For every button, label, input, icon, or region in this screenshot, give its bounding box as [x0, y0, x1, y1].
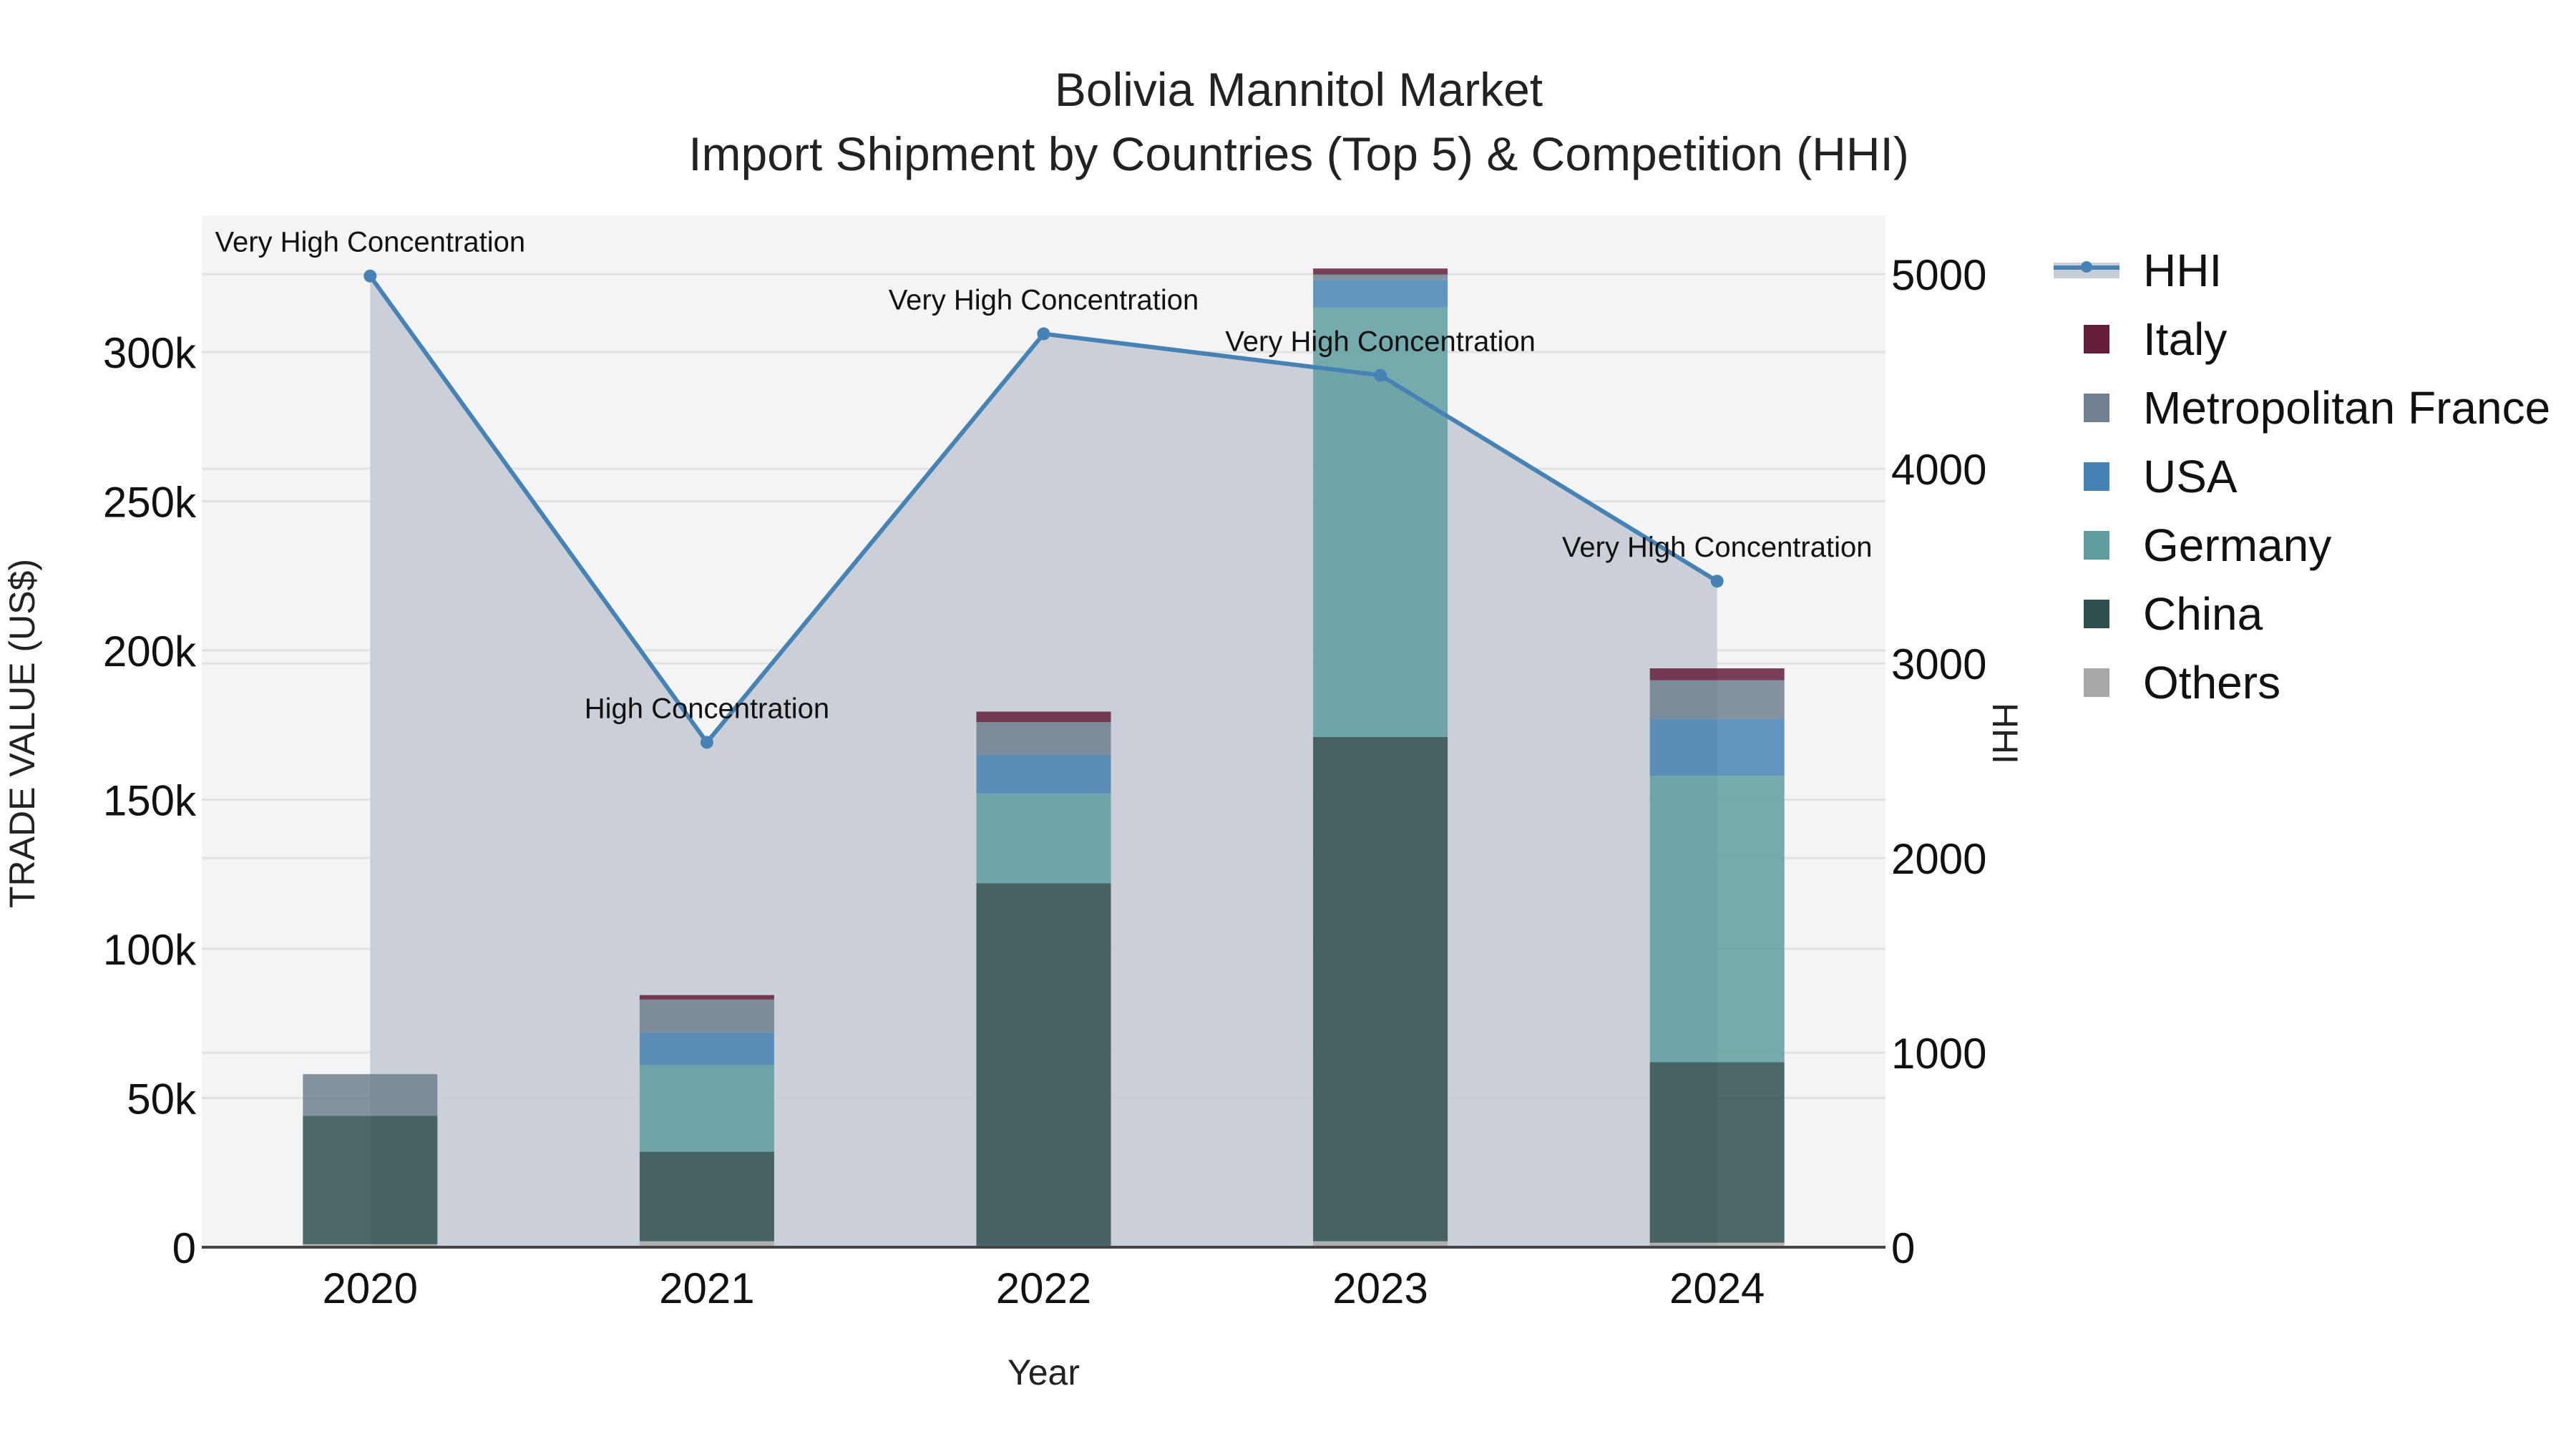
chart-title: Bolivia Mannitol Market Import Shipment …: [0, 57, 2576, 186]
bar-segment: [1649, 1242, 1785, 1247]
legend-swatch-icon: [2084, 462, 2109, 491]
x-tick-label: 2020: [323, 1264, 418, 1312]
bar-segment: [303, 1116, 438, 1244]
bar-segment: [976, 794, 1111, 884]
legend-label: Others: [2143, 657, 2281, 708]
hhi-marker: [1374, 369, 1387, 382]
legend-swatch-icon: [2084, 600, 2109, 628]
legend-item-others[interactable]: Others: [2054, 648, 2550, 717]
x-tick-label: 2022: [996, 1264, 1091, 1312]
legend-item-italy[interactable]: Italy: [2054, 305, 2550, 374]
hhi-annotation: Very High Concentration: [889, 285, 1199, 316]
hhi-marker: [1710, 575, 1724, 588]
bar-segment: [1649, 718, 1785, 776]
y2-tick-label: 4000: [1891, 446, 1986, 494]
bar-segment: [1313, 274, 1448, 280]
bar-segment: [1649, 680, 1785, 719]
chart-title-main: Bolivia Mannitol Market: [1054, 63, 1543, 116]
bar-segment: [1313, 736, 1448, 1241]
bar-segment: [639, 999, 774, 1033]
legend-swatch-icon: [2084, 531, 2109, 560]
legend-item-metropolitan-france[interactable]: Metropolitan France: [2054, 374, 2550, 442]
legend-item-germany[interactable]: Germany: [2054, 511, 2550, 580]
legend-label: China: [2143, 588, 2263, 640]
y-tick-label: 150k: [103, 777, 197, 825]
bar-segment: [976, 711, 1111, 723]
hhi-annotation: Very High Concentration: [215, 227, 526, 258]
bar-segment: [1313, 280, 1448, 308]
y2-tick-label: 1000: [1891, 1030, 1986, 1078]
y-axis-title: TRADE VALUE (US$): [2, 559, 42, 908]
bar-segment: [639, 1065, 774, 1152]
y-tick-label: 250k: [103, 479, 197, 527]
bar-segment: [639, 995, 774, 1000]
legend-label: Germany: [2143, 519, 2332, 571]
hhi-marker: [1037, 327, 1050, 341]
y2-axis-title: HHI: [1985, 703, 2025, 764]
y-tick-label: 300k: [103, 329, 197, 377]
legend: HHI Italy Metropolitan France USA Germany Chi…: [2054, 236, 2550, 717]
y2-tick-label: 2000: [1891, 835, 1986, 883]
y-tick-label: 0: [172, 1224, 196, 1272]
y2-tick-label: 3000: [1891, 640, 1986, 688]
bar-segment: [976, 754, 1111, 794]
y2-tick-label: 5000: [1891, 251, 1986, 299]
bar-segment: [1313, 268, 1448, 275]
legend-label: Metropolitan France: [2143, 382, 2551, 434]
x-tick-label: 2021: [659, 1264, 754, 1312]
legend-swatch-icon: [2084, 394, 2109, 422]
bar-segment: [1649, 1062, 1785, 1243]
y-tick-label: 200k: [103, 628, 197, 675]
legend-item-china[interactable]: China: [2054, 580, 2550, 648]
bar-segment: [303, 1244, 438, 1247]
hhi-marker: [364, 269, 377, 283]
y-tick-label: 50k: [127, 1075, 197, 1123]
hhi-annotation: Very High Concentration: [1562, 532, 1873, 563]
y2-tick-label: 0: [1891, 1224, 1915, 1272]
hhi-annotation: Very High Concentration: [1225, 326, 1536, 357]
x-axis-title: Year: [1008, 1352, 1080, 1392]
bar-segment: [1649, 776, 1785, 1063]
legend-swatch-icon: [2084, 668, 2109, 697]
legend-label: USA: [2143, 451, 2238, 502]
bar-segment: [976, 722, 1111, 755]
legend-swatch-icon: [2084, 325, 2109, 353]
bar-segment: [639, 1151, 774, 1241]
legend-label: HHI: [2143, 245, 2223, 296]
legend-item-usa[interactable]: USA: [2054, 442, 2550, 511]
bar-segment: [639, 1032, 774, 1065]
legend-label: Italy: [2143, 313, 2228, 365]
hhi-annotation: High Concentration: [585, 693, 829, 724]
x-tick-label: 2024: [1669, 1264, 1765, 1312]
y-tick-label: 100k: [103, 926, 197, 974]
x-tick-label: 2023: [1332, 1264, 1428, 1312]
chart-subtitle: Import Shipment by Countries (Top 5) & C…: [688, 127, 1909, 180]
hhi-marker: [700, 736, 713, 749]
line-marker-icon: [2054, 261, 2119, 278]
bar-segment: [1649, 668, 1785, 680]
bar-segment: [1313, 1241, 1448, 1247]
bar-segment: [303, 1074, 438, 1116]
bar-segment: [976, 883, 1111, 1246]
legend-item-hhi[interactable]: HHI: [2054, 236, 2550, 305]
bar-segment: [639, 1241, 774, 1247]
